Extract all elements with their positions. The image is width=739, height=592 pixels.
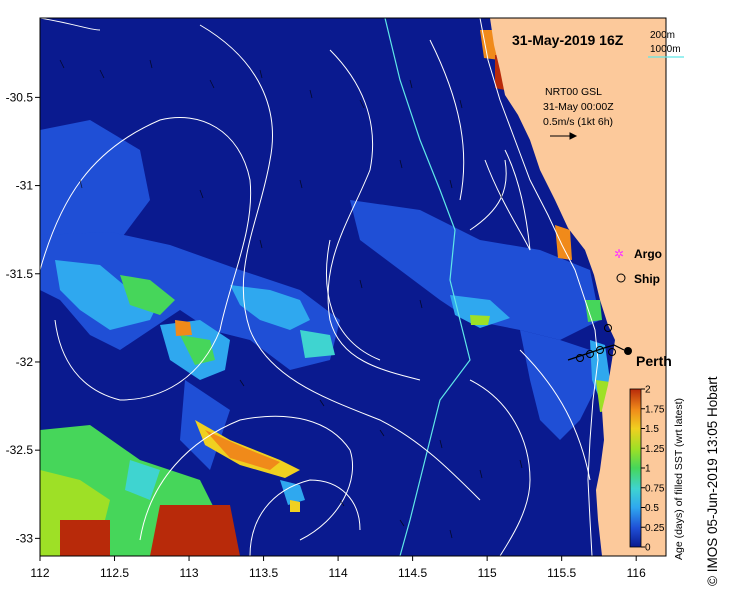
colorbar-tick-label: 0.75 [645, 483, 665, 494]
ship-track [567, 344, 625, 361]
lat-tick-label: -32.5 [6, 443, 34, 457]
argo-icon: ✲ [614, 247, 624, 261]
colorbar-tick-label: 1 [645, 464, 651, 475]
map-title: 31-May-2019 16Z [512, 32, 624, 48]
legend-1000m-label: 1000m [650, 44, 681, 55]
colorbar [629, 388, 642, 548]
land-australia [490, 18, 666, 556]
current-legend-line2: 31-May 00:00Z [543, 101, 614, 113]
perth-marker [624, 347, 632, 355]
colorbar-tick-label: 1.75 [645, 404, 665, 415]
longitude-axis: 112 112.5 113 113.5 114 114.5 115 115.5 116 [30, 556, 646, 580]
lat-tick-label: -30.5 [6, 90, 34, 104]
argo-label: Argo [634, 247, 662, 261]
lon-tick-label: 113 [179, 566, 198, 580]
isobath-1000m [384, 18, 471, 556]
current-legend-line1: NRT00 GSL [545, 86, 602, 98]
current-scale-arrow [550, 132, 578, 140]
colorbar-tick-label: 0.25 [645, 523, 665, 534]
colorbar-tick-label: 0.5 [645, 503, 659, 514]
ship-icon [616, 273, 626, 283]
current-legend-line3: 0.5m/s (1kt 6h) [543, 116, 613, 128]
lat-tick-label: -31.5 [6, 267, 34, 281]
lon-tick-label: 116 [627, 566, 646, 580]
perth-label: Perth [636, 353, 672, 369]
ship-label: Ship [634, 272, 660, 286]
lat-tick-label: -32 [16, 355, 34, 369]
imos-credit: © IMOS 05-Jun-2019 13:05 Hobart [705, 376, 720, 586]
sst-age-patches [40, 30, 612, 556]
lon-tick-label: 113.5 [249, 566, 278, 580]
colorbar-tick-label: 2 [645, 385, 651, 396]
ship-markers [576, 324, 616, 362]
colorbar-tick-label: 1.25 [645, 444, 665, 455]
lon-tick-label: 112.5 [100, 566, 129, 580]
lon-tick-label: 112 [30, 566, 49, 580]
isobath-200m [479, 18, 599, 556]
colorbar-ticks: 2 1.75 1.5 1.25 1 0.75 0.5 0.25 0 [641, 385, 665, 554]
latitude-axis: -30.5 -31 -31.5 -32 -32.5 -33 [6, 90, 40, 545]
colorbar-tick-label: 1.5 [645, 424, 659, 435]
lon-tick-label: 115.5 [547, 566, 576, 580]
legend-200m-label: 200m [650, 30, 675, 41]
lon-tick-label: 114.5 [398, 566, 427, 580]
current-vectors [59, 59, 523, 539]
plot-frame [39, 17, 667, 557]
lon-tick-label: 114 [329, 566, 348, 580]
lon-tick-label: 115 [478, 566, 497, 580]
streamlines [40, 18, 591, 556]
lat-tick-label: -33 [16, 531, 34, 545]
lat-tick-label: -31 [16, 179, 34, 193]
colorbar-tick-label: 0 [645, 543, 651, 554]
colorbar-label: Age (days) of filled SST (wrt latest) [673, 398, 685, 560]
